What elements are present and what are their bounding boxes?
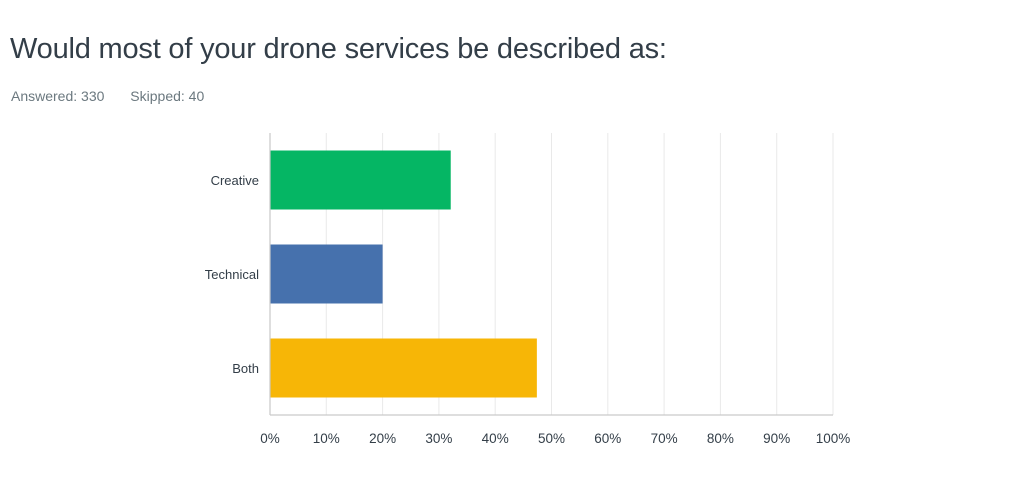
- bar-both[interactable]: [270, 338, 537, 398]
- x-tick-label: 20%: [369, 431, 396, 446]
- x-tick-labels: 0% 10% 20% 30% 40% 50% 60% 70% 80% 90% 100%: [260, 431, 850, 446]
- response-stats: Answered: 330 Skipped: 40: [11, 88, 226, 104]
- bars: [270, 150, 537, 398]
- x-tick-label: 60%: [594, 431, 621, 446]
- axes: [269, 133, 833, 416]
- x-tick-label: 0%: [260, 431, 280, 446]
- question-title: Would most of your drone services be des…: [10, 33, 667, 65]
- x-tick-label: 80%: [707, 431, 734, 446]
- x-tick-label: 40%: [482, 431, 509, 446]
- x-tick-label: 70%: [651, 431, 678, 446]
- answered-count: Answered: 330: [11, 88, 105, 104]
- bar-technical[interactable]: [270, 244, 383, 304]
- category-labels: Creative Technical Both: [205, 173, 259, 376]
- x-tick-label: 30%: [425, 431, 452, 446]
- x-tick-label: 10%: [313, 431, 340, 446]
- category-label: Creative: [211, 173, 259, 188]
- x-tick-label: 100%: [816, 431, 851, 446]
- category-label: Technical: [205, 267, 259, 282]
- skipped-count: Skipped: 40: [130, 88, 205, 104]
- x-tick-label: 50%: [538, 431, 565, 446]
- bar-creative[interactable]: [270, 150, 451, 210]
- category-label: Both: [232, 361, 259, 376]
- x-tick-label: 90%: [763, 431, 790, 446]
